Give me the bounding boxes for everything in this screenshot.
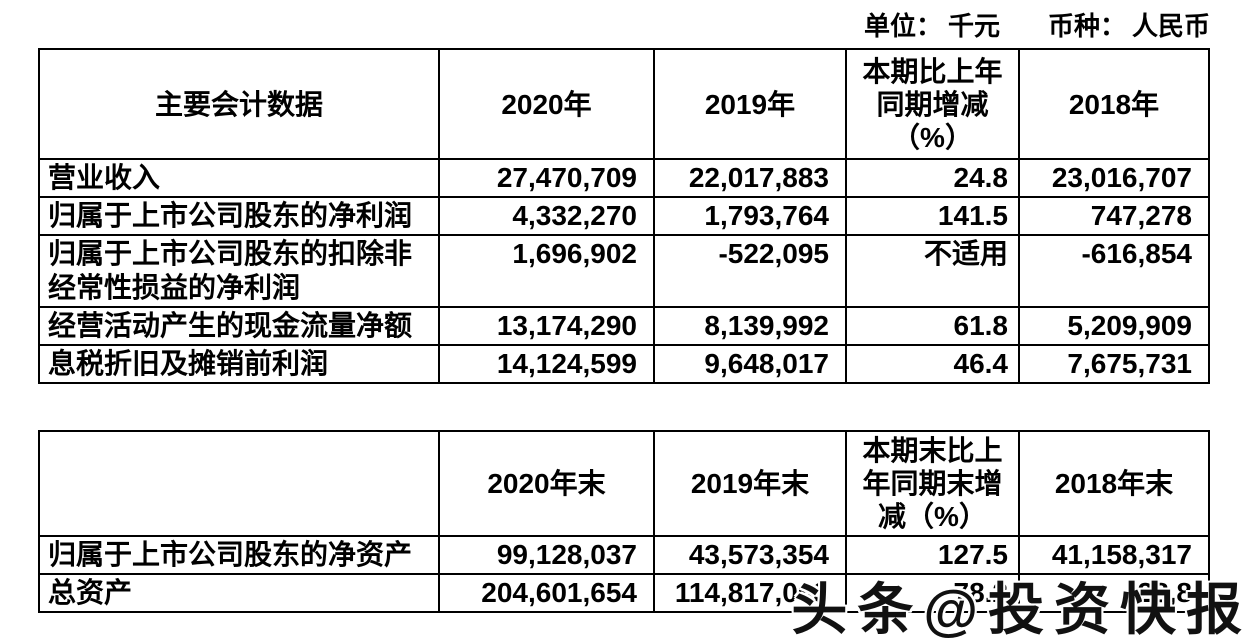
cell-change: 78.2	[845, 573, 1020, 613]
column-header-change-end: 本期末比上 年同期末增 减（%）	[845, 430, 1020, 537]
cell-2018: -616,854	[1018, 234, 1210, 308]
row-label: 归属于上市公司股东的净利润	[38, 196, 440, 236]
financial-table-balance: 2020年末 2019年末 本期末比上 年同期末增 减（%） 2018年末 归属…	[38, 430, 1210, 613]
cell-2018: 7,675,731	[1018, 344, 1210, 384]
cell-change: 61.8	[845, 306, 1020, 346]
column-header-change: 本期比上年 同期增减 （%）	[845, 48, 1020, 160]
cell-2020: 13,174,290	[438, 306, 655, 346]
currency-label: 币种：	[1047, 11, 1126, 41]
cell-2019: 43,573,354	[653, 535, 847, 575]
cell-2020: 4,332,270	[438, 196, 655, 236]
column-header-main: 主要会计数据	[38, 48, 440, 160]
table-row-net-assets: 归属于上市公司股东的净资产 99,128,037 43,573,354 127.…	[38, 535, 1210, 575]
cell-2018: 41,158,317	[1018, 535, 1210, 575]
cell-2020: 27,470,709	[438, 158, 655, 198]
currency-pair: 币种： 人民币	[1048, 11, 1210, 41]
financial-table-income: 主要会计数据 2020年 2019年 本期比上年 同期增减 （%） 2018年 …	[38, 48, 1210, 384]
column-header-empty	[38, 430, 440, 537]
unit-pair: 单位： 千元	[864, 11, 1000, 41]
cell-2018: 23,016,707	[1018, 158, 1210, 198]
cell-change: 141.5	[845, 196, 1020, 236]
row-label: 总资产	[38, 573, 440, 613]
row-label: 息税折旧及摊销前利润	[38, 344, 440, 384]
column-header-2020: 2020年	[438, 48, 655, 160]
cell-2019: 1,793,764	[653, 196, 847, 236]
column-header-2018: 2018年	[1018, 48, 1210, 160]
column-header-2019: 2019年	[653, 48, 847, 160]
cell-change: 127.5	[845, 535, 1020, 575]
watermark: 头条@投资快报	[791, 578, 1246, 641]
cell-2019: 8,139,992	[653, 306, 847, 346]
column-header-2019-end: 2019年末	[653, 430, 847, 537]
unit-currency-line: 单位： 千元 币种： 人民币	[864, 6, 1210, 43]
table-row-net-profit: 归属于上市公司股东的净利润 4,332,270 1,793,764 141.5 …	[38, 196, 1210, 236]
table-row-cash-flow: 经营活动产生的现金流量净额 13,174,290 8,139,992 61.8 …	[38, 306, 1210, 346]
cell-2019: -522,095	[653, 234, 847, 308]
table-row-net-profit-excl: 归属于上市公司股东的扣除非经常性损益的净利润 1,696,902 -522,09…	[38, 234, 1210, 308]
cell-2020: 204,601,654	[438, 573, 655, 613]
cell-2019: 9,648,017	[653, 344, 847, 384]
cell-2019: 114,817,063	[653, 573, 847, 613]
unit-label: 单位：	[863, 11, 942, 41]
currency-value: 人民币	[1131, 11, 1210, 41]
cell-change: 不适用	[845, 234, 1020, 308]
table-row-ebitda: 息税折旧及摊销前利润 14,124,599 9,648,017 46.4 7,6…	[38, 344, 1210, 384]
cell-2018: 747,278	[1018, 196, 1210, 236]
cell-2020: 14,124,599	[438, 344, 655, 384]
row-label: 归属于上市公司股东的净资产	[38, 535, 440, 575]
row-label: 营业收入	[38, 158, 440, 198]
unit-value: 千元	[947, 11, 1000, 41]
cell-change: 46.4	[845, 344, 1020, 384]
table1-header-row: 主要会计数据 2020年 2019年 本期比上年 同期增减 （%） 2018年	[38, 48, 1210, 160]
table-row-revenue: 营业收入 27,470,709 22,017,883 24.8 23,016,7…	[38, 158, 1210, 198]
column-header-2020-end: 2020年末	[438, 430, 655, 537]
cell-2020: 1,696,902	[438, 234, 655, 308]
cell-2018: 28,8	[1018, 573, 1210, 613]
table-row-total-assets: 总资产 204,601,654 114,817,063 78.2 28,8	[38, 573, 1210, 613]
cell-2019: 22,017,883	[653, 158, 847, 198]
row-label: 经营活动产生的现金流量净额	[38, 306, 440, 346]
cell-2020: 99,128,037	[438, 535, 655, 575]
table2-header-row: 2020年末 2019年末 本期末比上 年同期末增 减（%） 2018年末	[38, 430, 1210, 537]
row-label: 归属于上市公司股东的扣除非经常性损益的净利润	[38, 234, 440, 308]
cell-2018: 5,209,909	[1018, 306, 1210, 346]
cell-change: 24.8	[845, 158, 1020, 198]
column-header-2018-end: 2018年末	[1018, 430, 1210, 537]
